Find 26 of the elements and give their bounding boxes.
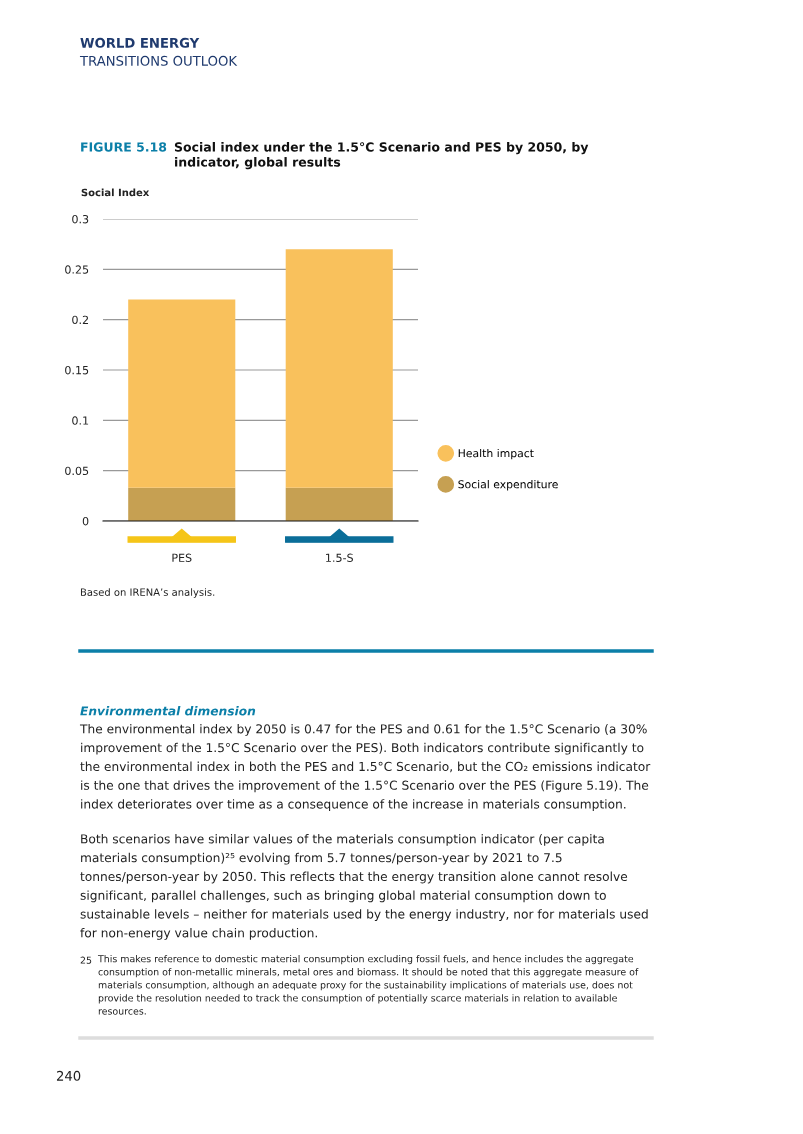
bar [128,299,236,488]
bar [128,487,236,521]
y-tick-label: 0.3 [72,214,89,224]
text: Both scenarios have similar values of the materials consumption indicator (per capita materials consumption)²⁵ evolving from 5.7 tonnes/person-year by 2021 to 7.5 tonnes/person-year by 2050. This reflects that the energy transition alone cannot resolve significant, parallel challenges, such as bringing global material consumption down to sustainable levels – neither for materials used by the energy industry, nor for materials used for non-energy value chain production. [80,834,648,940]
caption: FIGURE 5.18 [81,142,167,152]
text: Based on IRENA’s analysis. [80,588,215,598]
legend-label: Health impact [458,448,534,460]
y-tick-label: 0.2 [72,315,88,325]
legend-label: Social expenditure [458,479,558,491]
x-tick-label: PES [172,553,192,562]
text: 240 [56,1070,81,1081]
text: 25 [80,956,92,964]
text: This makes reference to domestic material consumption excluding fossil fuels, and hence includes the aggregate consumption of non-metallic minerals, metal ores and biomass. It should be noted that this aggregate measure of materials consumption, although an adequate proxy for the sustainability implications of materials use, does not provide the resolution needed to track the consumption of potentially scarce materials in relation to available resources. [97,955,639,1015]
text: TRANSITIONS OUTLOOK [79,55,238,66]
y-tick-label: 0.25 [65,265,89,274]
y-tick-label: 0.1 [72,416,89,425]
x-tick-label: 1.5-S [326,553,353,562]
y-tick-label: 0.05 [65,466,89,476]
text: WORLD ENERGY [80,37,200,48]
y-tick-label: 0.15 [65,365,89,375]
chart-title: Social index under the 1.5°C Scenario and PES by 2050, by indicator, global results [174,142,589,170]
bar [285,487,393,521]
y-tick-label: 0 [82,516,89,526]
text: The environmental index by 2050 is 0.47 for the PES and 0.61 for the 1.5°C Scenario (a 30% improvement of the 1.5°C Scenario over the PES). Both indicators contribute significantly to the environmental index in both the PES and 1.5°C Scenario, but the CO₂ emissions indicator is the one that drives the improvement of the 1.5°C Scenario over the PES (Figure 5.19). The index deteriorates over time as a consequence of the increase in materials consumption. [79,724,651,812]
y-axis-title: Social Index [81,188,150,197]
text: Environmental dimension [80,706,256,716]
